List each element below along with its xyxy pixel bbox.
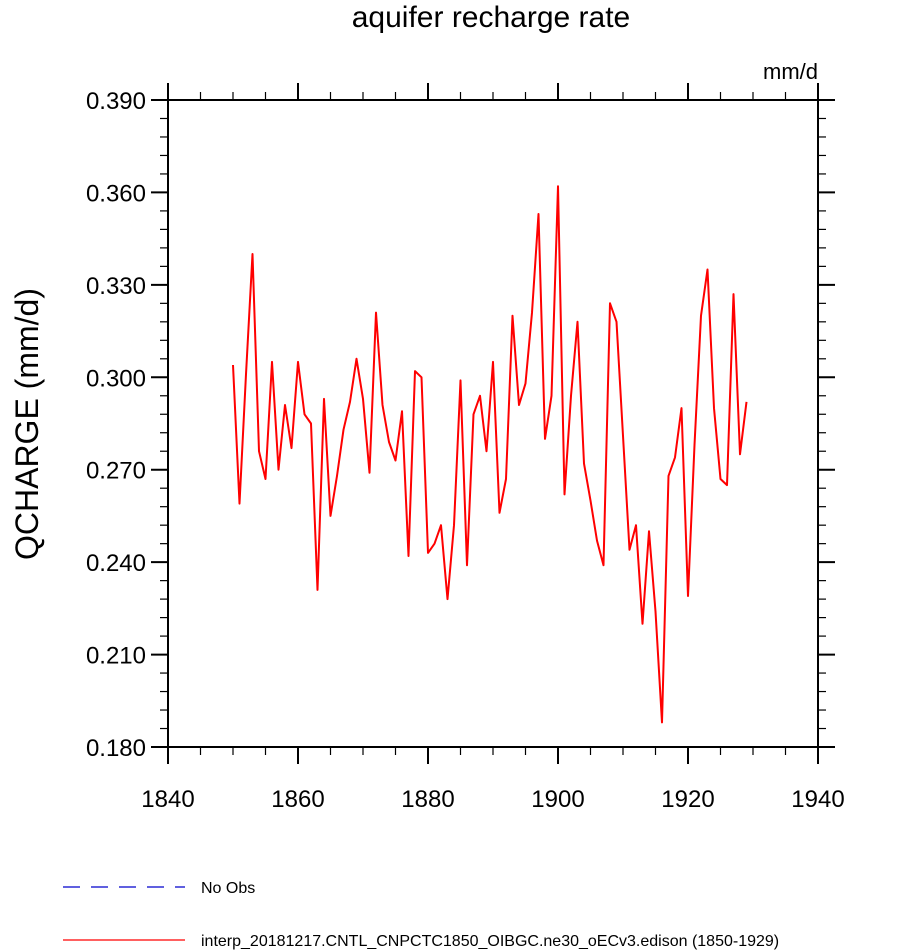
- y-axis-label: QCHARGE (mm/d): [9, 288, 45, 560]
- x-tick-label: 1940: [791, 786, 844, 813]
- x-tick-label: 1860: [271, 786, 324, 813]
- legend: No Obs interp_20181217.CNTL_CNPCTC1850_O…: [63, 880, 779, 950]
- x-tick-labels: 1840 1860 1880 1900 1920 1940: [141, 786, 844, 813]
- y-tick-label: 0.330: [86, 273, 146, 300]
- x-tick-label: 1840: [141, 786, 194, 813]
- x-tick-label: 1900: [531, 786, 584, 813]
- x-tick-label: 1880: [401, 786, 454, 813]
- legend-label-model: interp_20181217.CNTL_CNPCTC1850_OIBGC.ne…: [201, 933, 779, 950]
- series-line-1: [232, 185, 748, 724]
- y-tick-label: 0.300: [86, 365, 146, 392]
- x-tick-label: 1920: [661, 786, 714, 813]
- y-tick-label: 0.180: [86, 735, 146, 762]
- legend-label-no-obs: No Obs: [201, 880, 255, 897]
- chart-title: aquifer recharge rate: [352, 1, 631, 34]
- units-label: mm/d: [763, 59, 818, 84]
- y-tick-label: 0.390: [86, 88, 146, 115]
- y-tick-label: 0.240: [86, 550, 146, 577]
- y-tick-label: 0.210: [86, 643, 146, 670]
- series-layer: [232, 185, 748, 724]
- plot-frame: [167, 99, 819, 748]
- y-tick-label: 0.360: [86, 180, 146, 207]
- y-tick-label: 0.270: [86, 458, 146, 485]
- axis-ticks: [151, 83, 835, 764]
- y-tick-labels: 0.180 0.210 0.240 0.270 0.300 0.330 0.360 0.390: [86, 88, 146, 762]
